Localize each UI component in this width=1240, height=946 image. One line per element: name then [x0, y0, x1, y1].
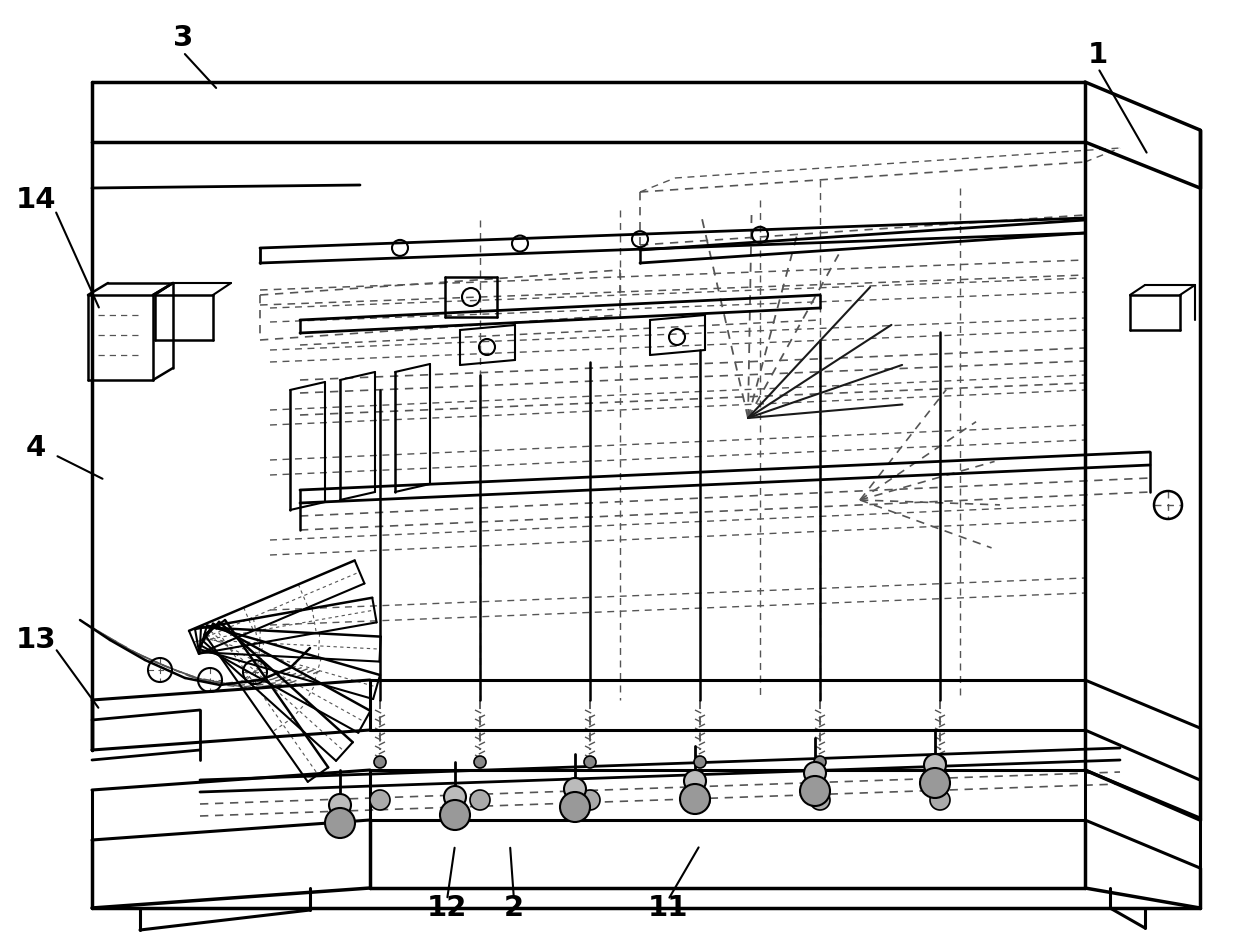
- Circle shape: [694, 756, 706, 768]
- Circle shape: [580, 790, 600, 810]
- Circle shape: [564, 778, 587, 800]
- Circle shape: [560, 792, 590, 822]
- Circle shape: [584, 756, 596, 768]
- Circle shape: [474, 756, 486, 768]
- Circle shape: [924, 754, 946, 776]
- Text: 14: 14: [16, 186, 56, 214]
- Text: 13: 13: [16, 626, 56, 654]
- Circle shape: [930, 790, 950, 810]
- Text: 1: 1: [1087, 41, 1109, 69]
- Circle shape: [810, 790, 830, 810]
- Circle shape: [813, 756, 826, 768]
- Circle shape: [684, 770, 706, 792]
- Text: 3: 3: [172, 24, 193, 52]
- Circle shape: [689, 790, 711, 810]
- Circle shape: [680, 784, 711, 814]
- Circle shape: [370, 790, 391, 810]
- Text: 2: 2: [503, 894, 525, 922]
- Text: 4: 4: [26, 434, 46, 462]
- Circle shape: [800, 776, 830, 806]
- Circle shape: [440, 800, 470, 830]
- Circle shape: [374, 756, 386, 768]
- Circle shape: [470, 790, 490, 810]
- Circle shape: [325, 808, 355, 838]
- Circle shape: [920, 768, 950, 798]
- Text: 11: 11: [647, 894, 688, 922]
- Circle shape: [934, 756, 946, 768]
- Circle shape: [329, 794, 351, 816]
- Text: 12: 12: [427, 894, 467, 922]
- Circle shape: [444, 786, 466, 808]
- Circle shape: [804, 762, 826, 784]
